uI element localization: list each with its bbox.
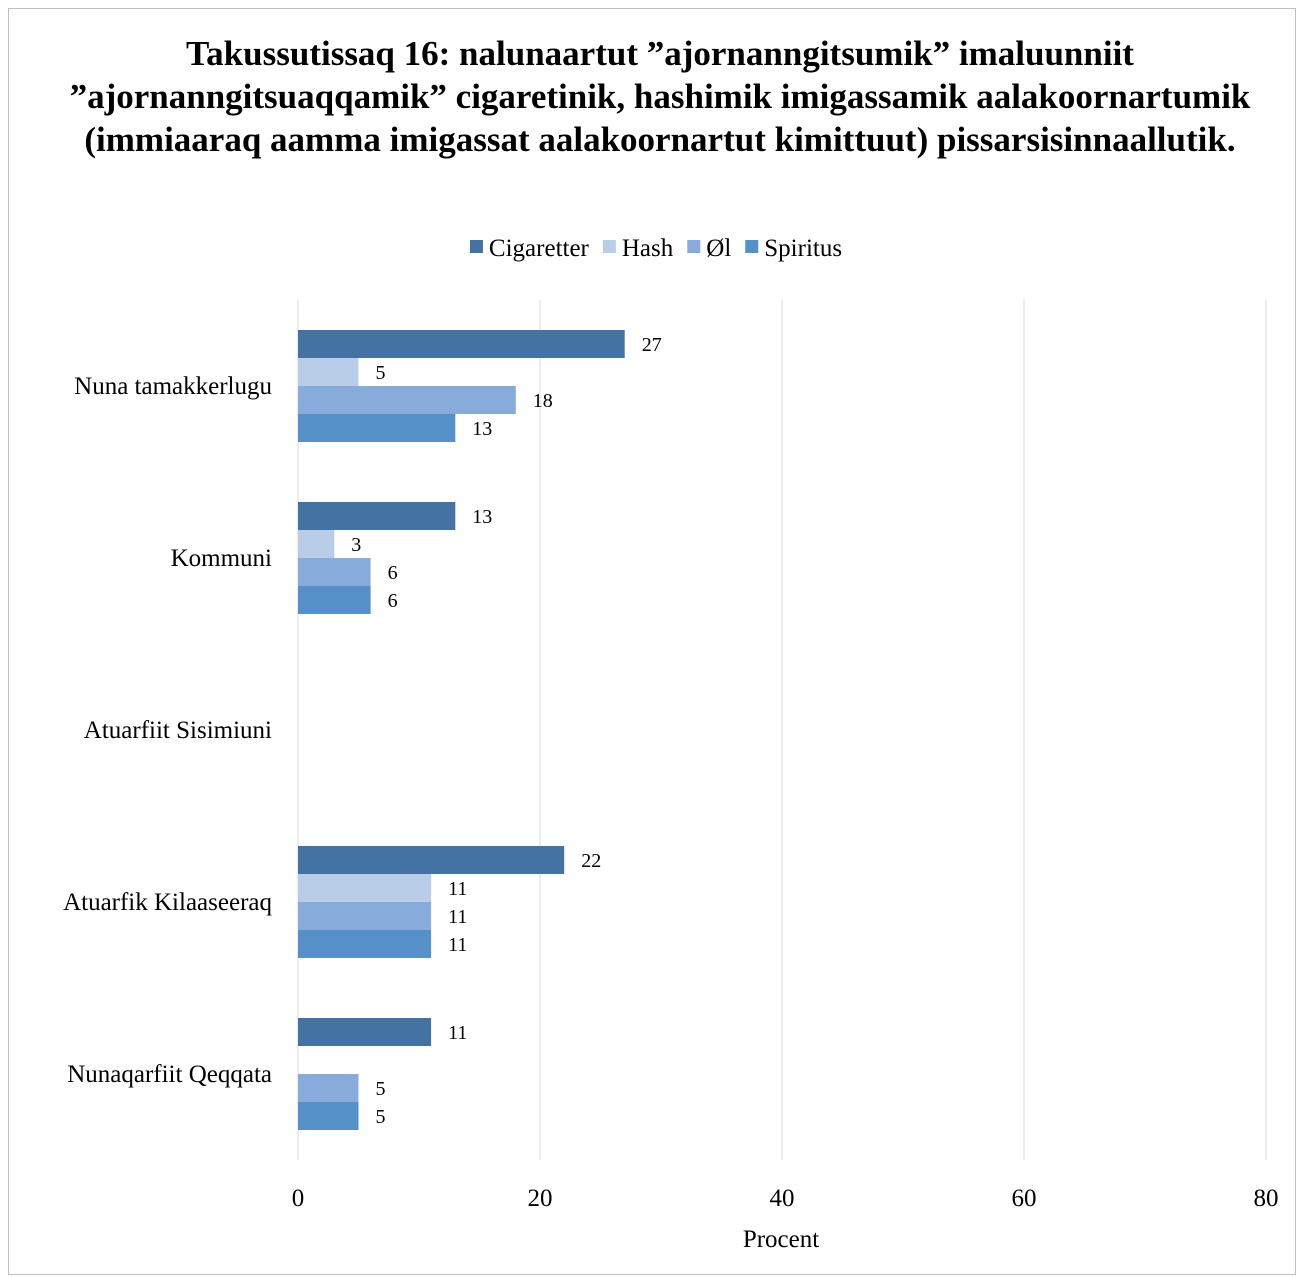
bar-spiritus <box>298 930 432 958</box>
data-label: 18 <box>533 390 553 412</box>
x-axis-title: Procent <box>743 1226 819 1253</box>
legend: Cigaretter Hash Øl Spiritus <box>469 235 842 262</box>
data-label: 6 <box>388 562 398 584</box>
data-labels: 27 5 18 13 13 3 6 6 22 11 11 11 11 5 5 <box>351 334 661 1128</box>
category-label: Atuarfik Kilaaseeraq <box>63 889 272 916</box>
bars <box>298 330 625 1130</box>
data-label: 11 <box>448 934 467 956</box>
category-label: Kommuni <box>171 545 272 572</box>
data-label: 3 <box>351 534 361 556</box>
data-label: 13 <box>472 506 492 528</box>
bar-spiritus <box>298 414 456 442</box>
legend-item-l: Øl <box>687 235 731 262</box>
data-label: 27 <box>642 334 662 356</box>
legend-item-cigaretter: Cigaretter <box>469 235 590 262</box>
category-label: Nunaqarfiit Qeqqata <box>67 1061 272 1088</box>
data-label: 6 <box>388 590 398 612</box>
bar-l <box>298 386 516 414</box>
legend-swatch <box>745 240 759 253</box>
category-label: Atuarfiit Sisimiuni <box>84 717 272 744</box>
legend-label: Hash <box>622 235 674 262</box>
category-labels: Nuna tamakkerlugu Kommuni Atuarfiit Sisimi… <box>63 373 272 1088</box>
data-label: 13 <box>472 418 492 440</box>
data-label: 5 <box>376 1078 386 1100</box>
bar-cigaretter <box>298 330 625 358</box>
legend-label: Øl <box>706 235 731 262</box>
data-label: 5 <box>376 1106 386 1128</box>
bar-hash <box>298 358 359 386</box>
x-tick-label: 80 <box>1254 1185 1279 1212</box>
legend-label: Spiritus <box>764 235 842 262</box>
gridlines <box>297 300 1267 1160</box>
bar-l <box>298 558 371 586</box>
chart-title: Takussutissaq 16: nalunaartut ”ajornanng… <box>69 34 1251 159</box>
legend-label: Cigaretter <box>489 235 590 262</box>
chart-frame <box>8 8 1296 1275</box>
data-label: 22 <box>581 850 601 872</box>
data-label: 11 <box>448 906 467 928</box>
legend-swatch <box>469 240 483 253</box>
legend-swatch <box>602 240 616 253</box>
bar-l <box>298 1074 359 1102</box>
data-label: 11 <box>448 1022 467 1044</box>
bar-spiritus <box>298 1102 359 1130</box>
x-tick-label: 0 <box>292 1185 305 1212</box>
bar-cigaretter <box>298 1018 432 1046</box>
category-label: Nuna tamakkerlugu <box>74 373 272 400</box>
legend-swatch <box>687 240 701 253</box>
legend-item-spiritus: Spiritus <box>745 235 842 262</box>
x-tick-label: 20 <box>528 1185 553 1212</box>
x-tick-label: 40 <box>770 1185 795 1212</box>
data-label: 11 <box>448 878 467 900</box>
x-tick-label: 60 <box>1012 1185 1037 1212</box>
bar-spiritus <box>298 586 371 614</box>
bar-hash <box>298 874 432 902</box>
bar-l <box>298 902 432 930</box>
bar-hash <box>298 530 335 558</box>
x-tick-labels: 0 20 40 60 80 <box>292 1185 1279 1212</box>
bar-cigaretter <box>298 502 456 530</box>
data-label: 5 <box>376 362 386 384</box>
legend-item-hash: Hash <box>602 235 674 262</box>
bar-cigaretter <box>298 846 565 874</box>
